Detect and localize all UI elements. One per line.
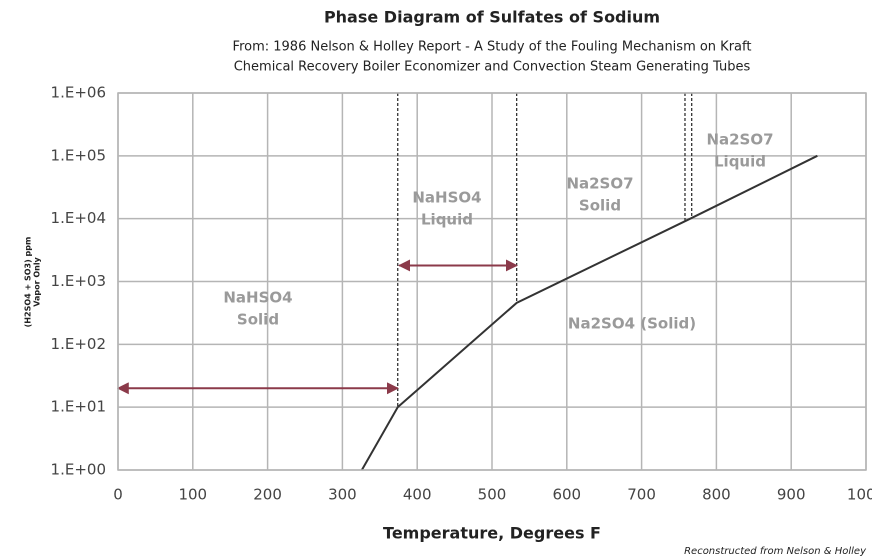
x-tick-label: 0 [113, 486, 123, 504]
x-tick-label: 1000 [847, 486, 872, 504]
subtitle: From: 1986 Nelson & Holley Report - A St… [233, 40, 752, 55]
source: Reconstructed from Nelson & Holley [684, 546, 867, 557]
region-label: Liquid [714, 153, 766, 171]
y-tick-label: 1.E+03 [51, 272, 106, 290]
x-tick-label: 600 [552, 486, 581, 504]
y-tick-label: 1.E+00 [51, 461, 106, 479]
x-axis-label: Temperature, Degrees F [383, 524, 601, 543]
x-tick-label: 100 [178, 486, 207, 504]
x-tick-label: 200 [253, 486, 282, 504]
y-tick-label: 1.E+06 [51, 84, 106, 102]
series-line [360, 154, 818, 471]
y-tick-label: 1.E+04 [51, 209, 106, 227]
chart-title: Phase Diagram of Sulfates of Sodium [324, 8, 660, 27]
region-label: Solid [237, 311, 279, 329]
x-tick-label: 500 [478, 486, 507, 504]
y-axis-label-group: (H2SO4 + SO3) ppm Vapor Only [24, 237, 42, 328]
x-tick-label: 400 [403, 486, 432, 504]
plot-frame [117, 92, 867, 471]
x-tick-label: 900 [777, 486, 806, 504]
y-axis-label: Vapor Only [33, 256, 42, 306]
y-tick-label: 1.E+05 [51, 146, 106, 164]
region-label: NaHSO4 [412, 189, 481, 207]
x-tick-label: 800 [702, 486, 731, 504]
region-label: Na2SO4 (Solid) [568, 315, 696, 333]
y-tick-label: 1.E+01 [51, 398, 106, 416]
region-label: Solid [579, 197, 621, 215]
y-axis-label: (H2SO4 + SO3) ppm [24, 237, 33, 328]
subtitle: Chemical Recovery Boiler Economizer and … [234, 60, 751, 75]
region-label: Liquid [421, 211, 473, 229]
y-tick-label: 1.E+02 [51, 335, 106, 353]
x-tick-label: 700 [627, 486, 656, 504]
region-label: Na2SO7 [706, 131, 773, 149]
x-tick-label: 300 [328, 486, 357, 504]
region-label: Na2SO7 [566, 175, 633, 193]
region-label: NaHSO4 [223, 289, 292, 307]
